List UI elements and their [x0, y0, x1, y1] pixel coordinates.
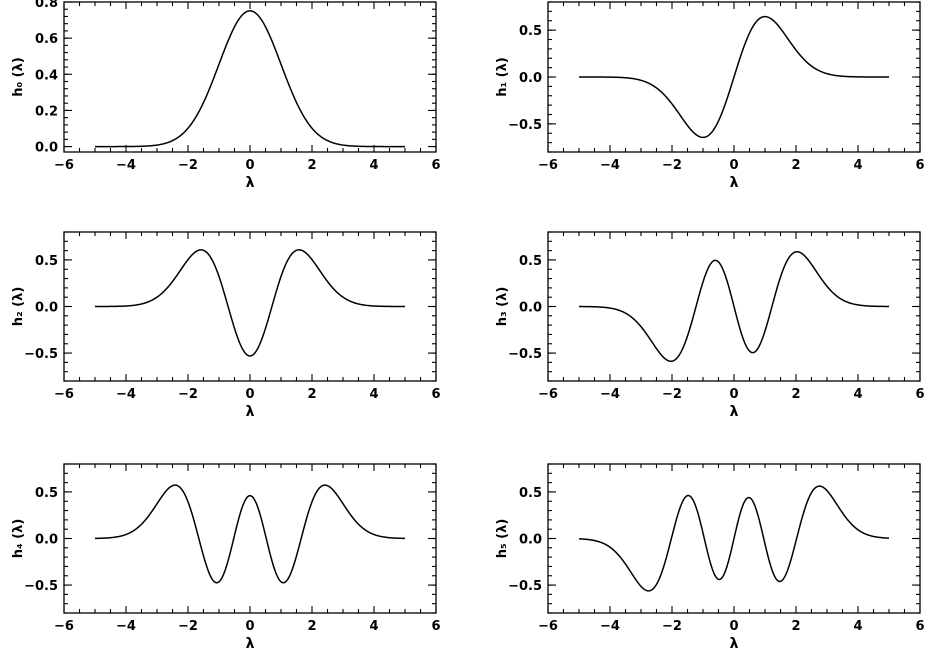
y-tick-label: 0.2 [35, 104, 58, 119]
x-tick-label: 4 [853, 387, 862, 402]
series-line [95, 249, 405, 357]
plot-frame [63, 1, 437, 153]
y-tick-label: 0.4 [35, 68, 58, 83]
x-tick-label: −6 [538, 158, 558, 173]
x-tick-label: 6 [915, 158, 924, 173]
y-tick-label: 0.0 [519, 71, 542, 86]
panel-h5: −6 −4 −2 0 2 4 6 −0.5 0.0 0.5 λ h₅ (λ) [495, 463, 925, 652]
x-axis-label: λ [730, 404, 739, 420]
x-tick-label: −6 [54, 619, 74, 634]
x-tick-label: 0 [729, 619, 738, 634]
y-tick-label: 0.8 [35, 0, 58, 11]
series-line [94, 484, 406, 584]
x-tick-label: 4 [369, 158, 378, 173]
x-tick-label: −6 [538, 387, 558, 402]
y-tick-label: −0.5 [508, 118, 542, 133]
x-tick-label: −2 [662, 619, 682, 634]
x-tick-label: 2 [307, 619, 316, 634]
x-tick-label: −6 [538, 619, 558, 634]
panel-h4: −6 −4 −2 0 2 4 6 −0.5 0.0 0.5 λ h₄ (λ) [11, 463, 441, 652]
x-axis-label: λ [246, 404, 255, 420]
y-tick-label: −0.5 [508, 579, 542, 594]
y-tick-label: 0.0 [35, 141, 58, 156]
y-axis-label: h₁ (λ) [495, 57, 510, 97]
x-axis-label: λ [246, 636, 255, 652]
x-tick-label: −2 [178, 387, 198, 402]
x-tick-label: 0 [245, 387, 254, 402]
x-tick-label: −6 [54, 387, 74, 402]
y-tick-label: 0.0 [519, 301, 542, 316]
x-tick-label: −4 [600, 158, 620, 173]
panel-h3: −6 −4 −2 0 2 4 6 −0.5 0.0 0.5 λ h₃ (λ) [495, 231, 925, 420]
x-tick-label: 4 [853, 158, 862, 173]
panel-h1: −6 −4 −2 0 2 4 6 −0.5 0.0 0.5 λ h₁ (λ) [495, 1, 925, 191]
y-tick-label: 0.5 [519, 254, 542, 269]
series-line [578, 485, 890, 592]
panel-h2: −6 −4 −2 0 2 4 6 −0.5 0.0 0.5 λ h₂ (λ) [11, 231, 441, 420]
y-axis-label: h₄ (λ) [11, 519, 26, 559]
series-line [579, 15, 889, 139]
x-tick-label: 6 [915, 387, 924, 402]
x-tick-label: −2 [662, 158, 682, 173]
x-tick-label: 0 [245, 158, 254, 173]
x-axis-label: λ [246, 175, 255, 191]
x-tick-label: 6 [431, 158, 440, 173]
x-tick-label: 0 [245, 619, 254, 634]
x-tick-label: −2 [178, 619, 198, 634]
x-tick-label: 6 [431, 619, 440, 634]
y-tick-label: 0.5 [35, 486, 58, 501]
plot-frame [63, 463, 437, 614]
x-tick-label: 4 [369, 619, 378, 634]
x-axis-label: λ [730, 175, 739, 191]
x-tick-label: 4 [853, 619, 862, 634]
y-tick-label: −0.5 [24, 579, 58, 594]
y-axis-label: h₀ (λ) [11, 57, 26, 97]
y-tick-label: 0.5 [35, 254, 58, 269]
x-tick-label: 2 [791, 619, 800, 634]
x-tick-label: −4 [116, 158, 136, 173]
panel-h0: −6 −4 −2 0 2 4 6 0.0 0.2 0.4 0.6 0.8 λ h₀ (λ) [11, 0, 441, 191]
x-tick-label: −4 [600, 619, 620, 634]
series-line [579, 251, 889, 362]
y-tick-label: 0.5 [519, 486, 542, 501]
x-tick-label: −4 [600, 387, 620, 402]
x-tick-label: 2 [307, 158, 316, 173]
x-tick-label: −4 [116, 387, 136, 402]
x-tick-label: 4 [369, 387, 378, 402]
x-tick-label: 0 [729, 158, 738, 173]
x-tick-label: 2 [307, 387, 316, 402]
x-tick-label: 0 [729, 387, 738, 402]
x-tick-label: 6 [431, 387, 440, 402]
y-axis-label: h₅ (λ) [495, 519, 510, 559]
x-tick-label: −2 [178, 158, 198, 173]
x-tick-label: 2 [791, 387, 800, 402]
x-tick-label: −4 [116, 619, 136, 634]
y-tick-label: −0.5 [24, 347, 58, 362]
y-tick-label: 0.6 [35, 32, 58, 47]
y-tick-label: 0.5 [519, 24, 542, 39]
series-line [95, 10, 405, 148]
y-tick-label: 0.0 [35, 301, 58, 316]
y-axis-label: h₂ (λ) [11, 287, 26, 327]
y-axis-label: h₃ (λ) [495, 287, 510, 327]
x-axis-label: λ [730, 636, 739, 652]
y-tick-label: 0.0 [35, 533, 58, 548]
y-tick-label: 0.0 [519, 533, 542, 548]
x-tick-label: −2 [662, 387, 682, 402]
x-tick-label: −6 [54, 158, 74, 173]
y-tick-label: −0.5 [508, 347, 542, 362]
x-tick-label: 6 [915, 619, 924, 634]
x-tick-label: 2 [791, 158, 800, 173]
